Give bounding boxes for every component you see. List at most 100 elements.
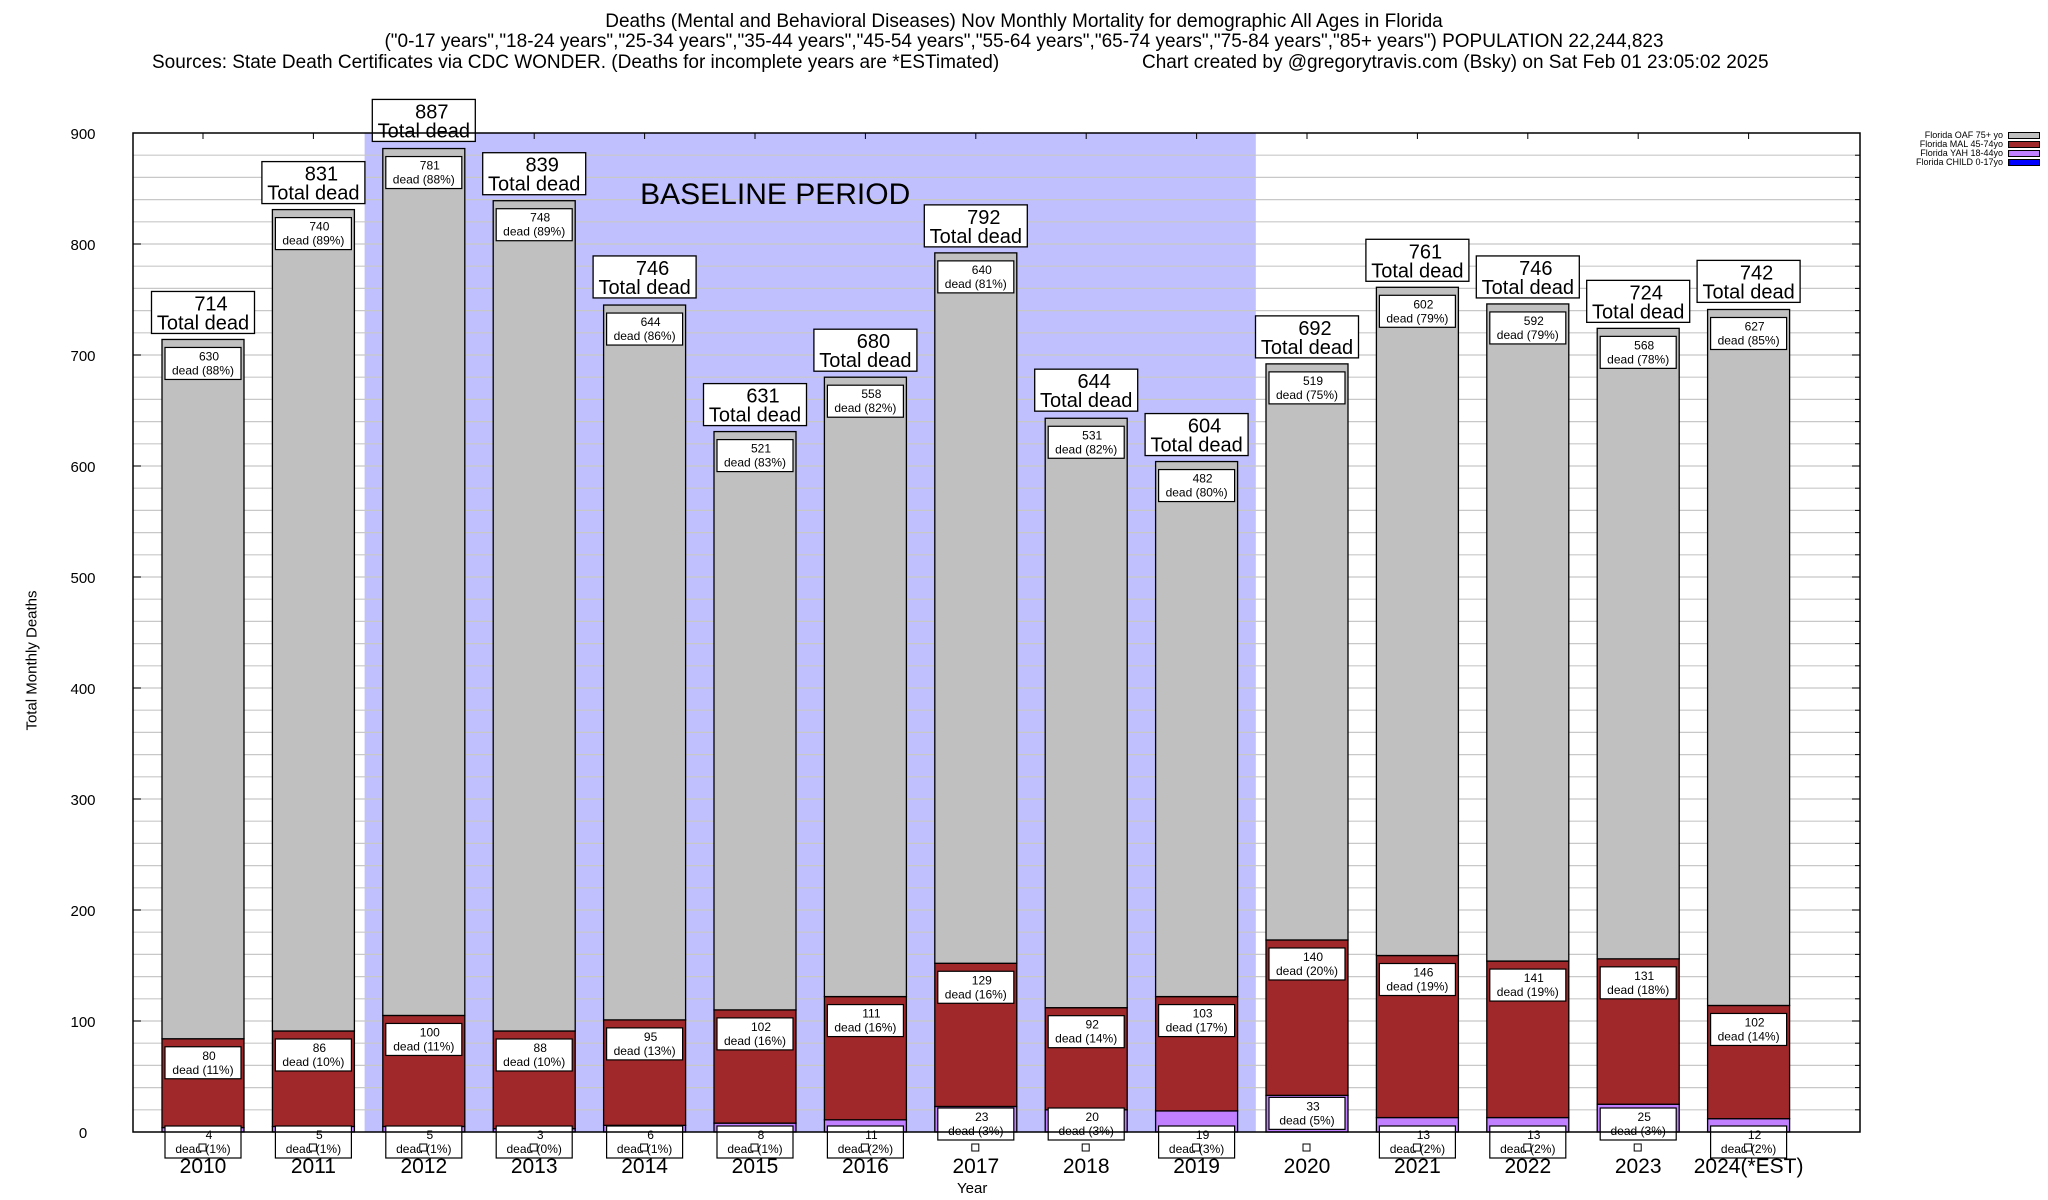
segment-label-box <box>1157 468 1236 503</box>
segment-label-box <box>826 384 905 418</box>
segment-label-value: 80 <box>202 1049 216 1063</box>
x-tick-label: 2019 <box>1173 1155 1220 1178</box>
segment-label-pct: dead (10%) <box>282 1055 344 1069</box>
segment-label-value: 86 <box>313 1041 327 1055</box>
total-label-box <box>813 328 918 372</box>
segment-label-box <box>1378 962 1457 997</box>
x-tick-label: 2023 <box>1615 1155 1662 1178</box>
chart-subtitle: ("0-17 years","18-24 years","25-34 years… <box>384 31 1664 52</box>
legend-label: Florida CHILD 0-17yo <box>1915 157 2003 167</box>
bar-segment-oaf <box>1706 308 1791 1007</box>
bar-segment-oaf <box>1154 460 1239 998</box>
segment-label-value: 102 <box>751 1020 771 1034</box>
segment-label-pct: dead (83%) <box>724 456 786 470</box>
segment-label-box <box>385 155 463 190</box>
total-label-box <box>1696 259 1801 304</box>
total-label-text: Total dead <box>709 405 801 427</box>
bar-segment-oaf <box>602 304 687 1021</box>
x-tick-label: 2017 <box>952 1155 999 1178</box>
total-label-box <box>1475 255 1580 299</box>
bar-stack <box>1154 460 1239 1133</box>
total-label-value: 692 <box>1298 318 1331 340</box>
segment-label-pct: dead (20%) <box>1276 964 1338 978</box>
segment-label-pct: dead (75%) <box>1276 388 1338 402</box>
child-zero-marker <box>1192 1143 1201 1152</box>
legend-swatch-yah <box>2008 150 2040 157</box>
bar-stack <box>1706 308 1791 1133</box>
legend-label: Florida MAL 45-74yo <box>1919 139 2003 149</box>
y-tick-label: 300 <box>70 792 95 809</box>
x-tick-label: 2021 <box>1394 1155 1441 1178</box>
bar-stack <box>602 304 687 1133</box>
segment-label-value: 111 <box>862 1007 881 1021</box>
child-zero-marker <box>1081 1143 1090 1152</box>
bar-segment-oaf <box>713 430 797 1011</box>
segment-label-value: 140 <box>1303 950 1323 964</box>
segment-label-value: 146 <box>1413 966 1433 980</box>
segment-label-pct: dead (3%) <box>1611 1124 1666 1138</box>
bar-segment-oaf <box>934 252 1018 964</box>
bar-segment-oaf <box>161 338 245 1040</box>
total-label-text: Total dead <box>1592 301 1684 323</box>
total-label-value: 887 <box>415 101 448 123</box>
child-zero-marker <box>860 1143 869 1152</box>
bar-segment-oaf <box>1486 303 1570 962</box>
x-tick-label: 2022 <box>1504 1155 1551 1178</box>
y-tick-label: 700 <box>70 348 95 365</box>
child-zero-marker <box>1744 1143 1753 1152</box>
x-tick-label: 2024(*EST) <box>1694 1155 1804 1178</box>
total-label-box <box>482 152 587 196</box>
total-label-value: 746 <box>1519 258 1552 280</box>
total-label-box <box>1034 368 1139 412</box>
legend: Florida OAF 75+ yo Florida MAL 45-74yo F… <box>1880 131 2048 167</box>
segment-label-pct: dead (81%) <box>945 277 1007 291</box>
total-label-value: 644 <box>1078 371 1111 393</box>
segment-label-pct: dead (13%) <box>614 1044 676 1058</box>
plot-frame <box>132 132 1861 1133</box>
total-label-value: 724 <box>1630 282 1663 304</box>
x-tick-label: 2016 <box>842 1155 889 1178</box>
segment-label-value: 644 <box>641 315 661 329</box>
segment-label-value: 630 <box>199 349 219 363</box>
total-label-value: 746 <box>636 258 669 280</box>
total-label-text: Total dead <box>1371 260 1463 282</box>
segment-label-box <box>164 1046 242 1080</box>
chart-titles: Deaths (Mental and Behavioral Diseases) … <box>0 12 2048 52</box>
segment-label-value: 558 <box>861 387 881 401</box>
segment-label-value: 23 <box>975 1110 989 1124</box>
bar-segment-oaf <box>823 376 908 998</box>
segment-label-pct: dead (80%) <box>1166 486 1228 500</box>
total-label-box <box>702 382 808 427</box>
total-label-text: Total dead <box>1150 435 1242 457</box>
child-zero-marker <box>1523 1143 1532 1152</box>
segment-label-pct: dead (5%) <box>1279 1113 1334 1127</box>
segment-label-pct: dead (78%) <box>1607 352 1669 366</box>
x-tick-label: 2020 <box>1284 1155 1331 1178</box>
child-zero-marker <box>1412 1143 1421 1152</box>
segment-label-pct: dead (89%) <box>503 225 565 239</box>
total-label-text: Total dead <box>1040 390 1132 412</box>
legend-label: Florida YAH 18-44yo <box>1920 148 2003 158</box>
total-label-value: 839 <box>526 155 559 177</box>
segment-label-pct: dead (14%) <box>1055 1032 1117 1046</box>
segment-label-pct: dead (79%) <box>1386 311 1448 325</box>
segment-label-pct: dead (11%) <box>172 1063 233 1077</box>
bar-stack <box>161 338 245 1133</box>
segment-label-value: 521 <box>751 442 771 456</box>
segment-label-box <box>937 1107 1015 1141</box>
segment-label-pct: dead (82%) <box>834 401 896 415</box>
bar-segment-oaf <box>271 208 356 1032</box>
total-label-text: Total dead <box>598 277 690 299</box>
total-label-text: Total dead <box>157 312 249 334</box>
segment-label-value: 4 <box>206 1128 213 1142</box>
segment-label-box <box>1268 947 1346 981</box>
legend-item-yah: Florida YAH 18-44yo <box>1880 149 2048 158</box>
segment-label-box <box>1268 371 1346 405</box>
segment-label-box <box>605 312 684 346</box>
segment-label-pct: dead (17%) <box>1166 1021 1228 1035</box>
segment-label-box <box>826 1003 905 1038</box>
segment-label-pct: dead (88%) <box>172 363 234 377</box>
y-tick-label: 600 <box>70 459 95 476</box>
segment-label-value: 602 <box>1413 297 1433 311</box>
y-tick-label: 100 <box>70 1014 95 1031</box>
